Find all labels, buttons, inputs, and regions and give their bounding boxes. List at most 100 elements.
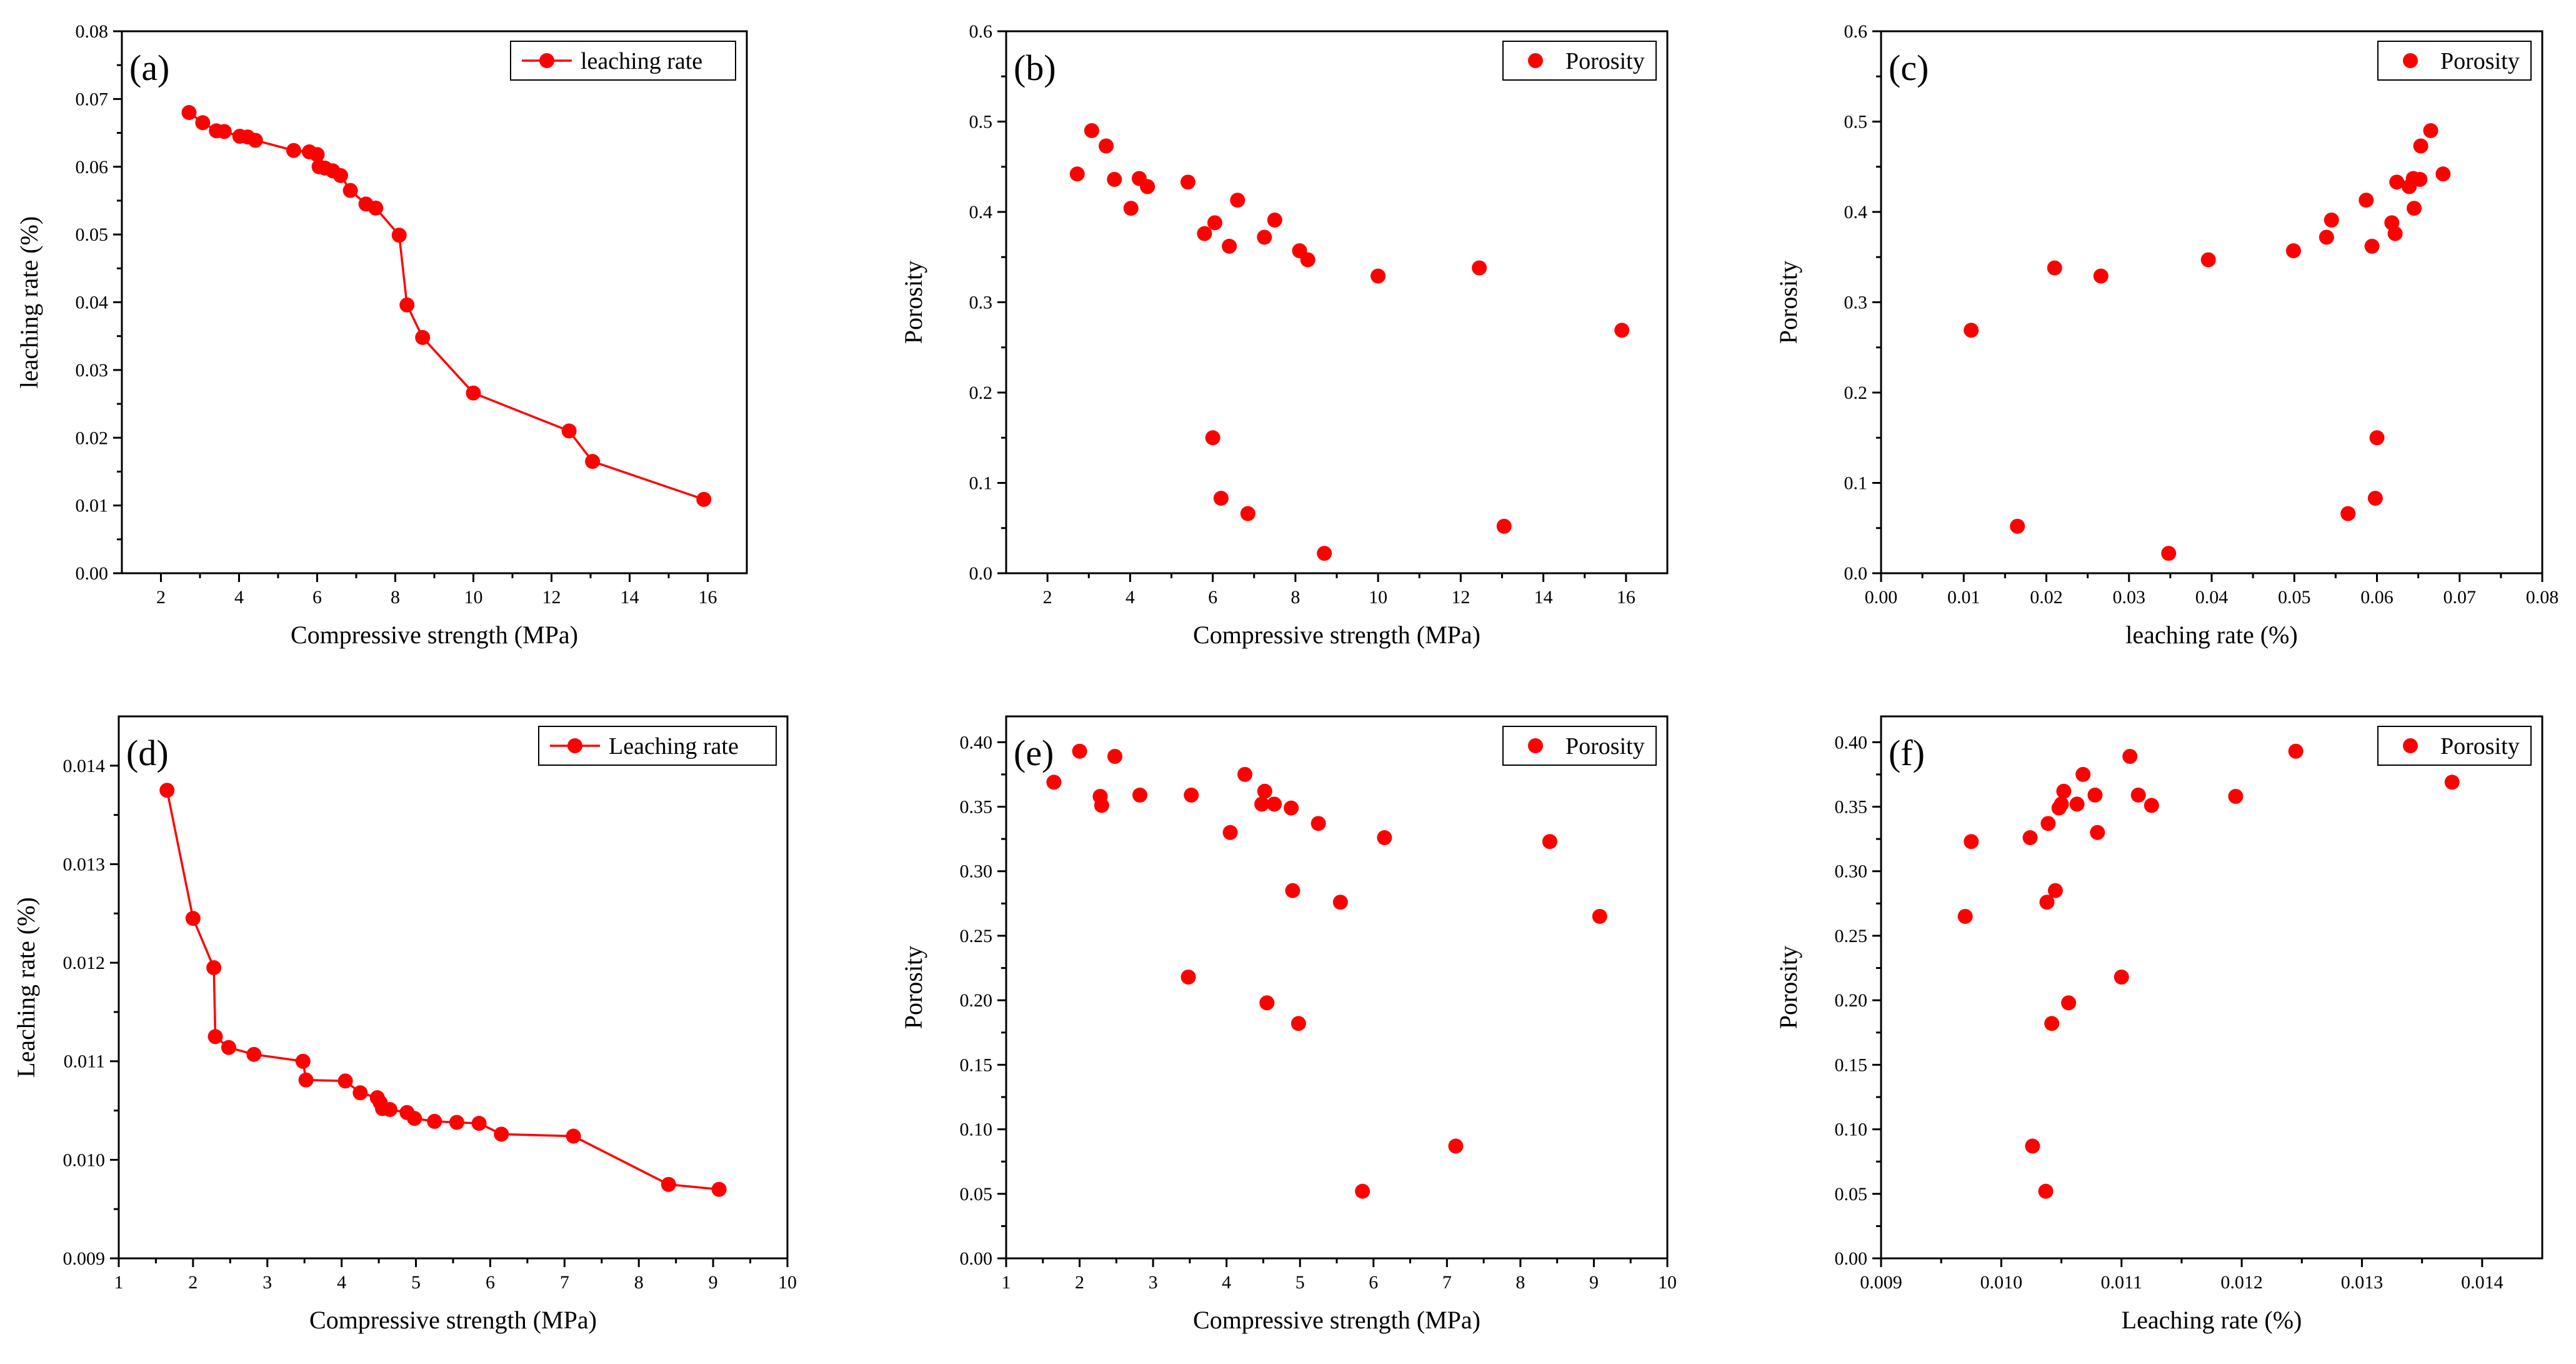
data-point [1140,179,1156,194]
data-point [1614,323,1630,338]
x-tick-label: 0.05 [2278,587,2311,608]
x-axis-label: Compressive strength (MPa) [291,621,578,649]
data-point [1237,766,1253,782]
data-point [2423,123,2439,138]
data-point [471,1116,487,1131]
data-point [1046,775,1062,790]
x-tick-label: 0.011 [2101,1272,2142,1293]
data-point [1123,201,1139,216]
legend-label: Porosity [1565,733,1645,760]
x-tick-label: 9 [709,1272,718,1293]
x-tick-label: 9 [1589,1272,1599,1293]
y-tick-label: 0.06 [76,157,109,178]
panel-label: (b) [1014,48,1056,88]
x-tick-label: 6 [1369,1272,1378,1293]
y-tick-label: 0.00 [1835,1248,1868,1269]
data-point [309,147,325,163]
y-tick-label: 0.012 [63,953,106,973]
data-point [221,1040,236,1055]
x-tick-label: 14 [621,587,639,608]
y-tick-label: 0.15 [960,1055,993,1075]
data-point [2114,969,2129,985]
x-tick-label: 0.08 [2526,587,2559,608]
data-point [2389,174,2405,190]
data-point [2075,766,2091,782]
data-point [2130,787,2146,803]
data-point [181,105,197,121]
y-tick-label: 0.1 [969,473,993,494]
data-point [2093,268,2109,284]
x-tick-label: 7 [1442,1272,1452,1293]
x-tick-label: 4 [234,587,244,608]
data-point [298,1072,314,1088]
x-tick-label: 10 [778,1272,797,1293]
y-tick-label: 0.009 [63,1248,106,1269]
legend-marker [1528,738,1543,753]
y-tick-label: 0.35 [960,797,993,818]
y-tick-label: 0.05 [960,1184,993,1205]
data-point [449,1115,464,1130]
data-point [2022,830,2038,846]
x-tick-label: 0.03 [2113,587,2146,608]
y-tick-label: 0.02 [76,428,109,448]
data-point [1213,491,1229,506]
data-point [1267,213,1282,228]
data-point [1222,825,1238,840]
panel-label: (e) [1014,733,1054,773]
data-point [1069,166,1085,182]
data-point [2359,193,2374,208]
data-point [1181,969,1196,985]
data-point [1107,748,1122,764]
data-point [1377,830,1392,846]
legend-label: Porosity [1565,48,1645,74]
x-tick-label: 5 [1295,1272,1305,1293]
data-point [2010,518,2025,534]
data-point [1099,138,1114,154]
data-point [1542,834,1557,850]
y-tick-label: 0.011 [64,1051,105,1072]
y-tick-label: 0.6 [969,21,993,42]
data-point [1310,816,1326,831]
panel-e: 1 2 3 4 5 6 7 8 9 10 0.00 0.05 0.10 0.15 0.20 0.25 0.30 0… [899,715,1677,1334]
x-tick-label: 6 [1208,587,1217,608]
legend-marker [2403,738,2418,753]
panel-label: (a) [129,48,169,88]
y-tick-label: 0.15 [1835,1055,1868,1075]
panel-c: 0.00 0.01 0.02 0.03 0.04 0.05 0.06 0.07 0.08 0.0 0… [1774,21,2559,649]
y-tick-label: 0.10 [960,1120,993,1140]
data-point [2369,430,2385,446]
data-point [585,454,601,469]
data-point [1267,796,1282,812]
x-tick-label: 2 [156,587,166,608]
panel-a: 2 4 6 8 10 12 14 16 0.00 0.01 0.02 0.03 0.04 0.05 0.06… [15,21,748,649]
x-axis-label: Compressive strength (MPa) [1193,1306,1480,1334]
data-point [2040,816,2056,831]
data-point [2288,743,2304,759]
x-tick-label: 0.00 [1865,587,1898,608]
y-tick-label: 0.03 [76,360,109,381]
data-point [1240,506,1256,521]
x-tick-label: 7 [560,1272,569,1293]
data-point [1222,238,1237,254]
data-point [337,1073,353,1089]
data-point [566,1128,581,1144]
data-point [1197,226,1212,241]
data-point [1448,1138,1464,1154]
x-axis-label: Compressive strength (MPa) [1193,621,1480,649]
x-tick-label: 10 [1369,587,1387,608]
x-tick-label: 0.01 [1947,587,1980,608]
y-tick-label: 0.20 [1835,990,1868,1011]
plot-frame [1880,715,2544,1260]
y-tick-label: 0.2 [1844,383,1868,403]
data-point [2044,1016,2060,1031]
y-tick-label: 0.01 [76,496,109,516]
y-tick-label: 0.30 [1835,861,1868,882]
panel-b: 2 4 6 8 10 12 14 16 0.0 0.1 0.2 0.3 0.4 0.5 0.6 Compres… [899,21,1669,649]
y-tick-label: 0.6 [1844,21,1868,42]
data-point [2407,201,2422,216]
y-tick-label: 0.35 [1835,797,1868,818]
plot-frame [1880,30,2544,574]
data-point [1290,1016,1306,1031]
x-tick-label: 5 [411,1272,421,1293]
